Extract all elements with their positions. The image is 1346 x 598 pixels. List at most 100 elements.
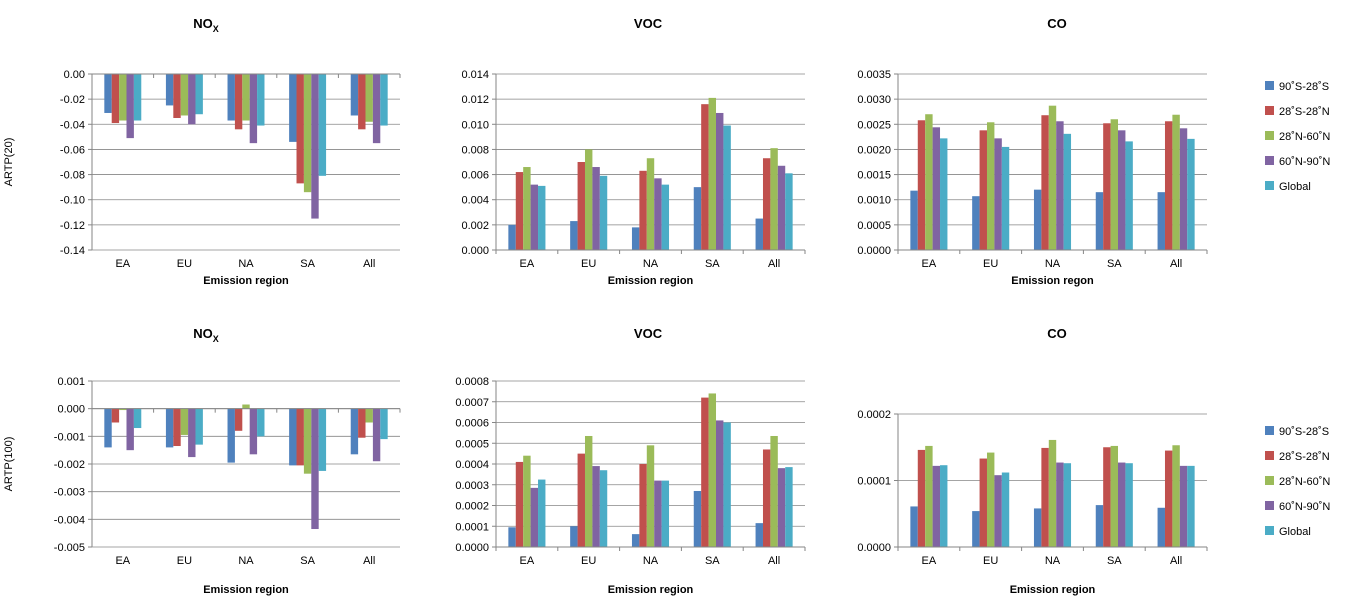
y-tick-label: 0.0015 [857, 170, 891, 182]
bar [1033, 189, 1042, 250]
bar [770, 148, 778, 250]
y-tick-label: 0.000 [461, 245, 489, 257]
bar [257, 408, 265, 437]
y-tick-label: -0.10 [60, 195, 85, 207]
bar [1063, 463, 1072, 547]
bar [708, 97, 717, 250]
bar [180, 74, 189, 116]
bar [311, 74, 319, 219]
bar [1179, 128, 1188, 250]
bar [296, 74, 304, 184]
bar [693, 187, 702, 250]
bar [165, 74, 174, 106]
x-axis-label: Emission region [608, 275, 694, 287]
bar [762, 449, 771, 547]
x-tick-label: SA [705, 555, 720, 567]
legend-label: 60˚N-90˚N [1279, 501, 1330, 513]
y-tick-label: -0.08 [60, 170, 85, 182]
bar [940, 465, 948, 547]
bar [577, 453, 585, 547]
x-tick-label: NA [238, 555, 254, 567]
chart-panel: CO 0.0000 0.0005 0.0010 0.0015 0.0020 0.0025 0.… [857, 16, 1208, 287]
legend-label: Global [1279, 526, 1311, 538]
legend-swatch [1265, 131, 1274, 140]
legend-swatch [1265, 476, 1274, 485]
bar [1103, 123, 1111, 250]
legend-label: 28˚S-28˚N [1279, 106, 1330, 118]
y-tick-label: 0.0006 [455, 418, 489, 430]
legend-swatch [1265, 156, 1274, 165]
x-tick-label: All [363, 258, 375, 270]
bar [530, 184, 539, 250]
bar [1063, 133, 1072, 250]
bar [227, 408, 235, 463]
y-tick-label: 0.0030 [857, 94, 891, 106]
bar [515, 461, 524, 547]
bar [1179, 465, 1188, 547]
bar [917, 449, 926, 547]
bar [104, 74, 112, 113]
legend-swatch [1265, 526, 1274, 535]
bar [584, 435, 593, 547]
legend-label: 90˚S-28˚S [1279, 81, 1329, 93]
bar [661, 184, 670, 250]
y-tick-label: 0.001 [57, 376, 85, 388]
bar [723, 125, 731, 250]
bar [242, 74, 250, 121]
bar [701, 397, 709, 547]
bar [777, 165, 786, 250]
y-tick-label: 0.0020 [857, 144, 891, 156]
bar [1164, 450, 1173, 547]
x-tick-label: NA [1045, 258, 1061, 270]
bar [925, 114, 933, 250]
bar [972, 196, 980, 250]
chart-title-main: NO [193, 16, 213, 31]
bar [1095, 505, 1104, 547]
y-tick-label: 0.010 [461, 119, 489, 131]
y-tick-label: 0.0008 [455, 376, 489, 388]
x-tick-label: EA [115, 258, 130, 270]
bar [523, 455, 531, 547]
bar [318, 74, 327, 176]
bar [986, 452, 995, 547]
chart-title: NOX [193, 16, 219, 34]
bar [723, 422, 731, 547]
y-tick-label: 0.0002 [857, 409, 891, 421]
x-tick-label: EU [177, 258, 192, 270]
y-tick-label: -0.002 [54, 459, 85, 471]
bar [318, 408, 327, 471]
bar [979, 130, 987, 250]
bar [365, 74, 373, 122]
x-tick-label: EU [983, 258, 998, 270]
bar [1048, 105, 1057, 251]
x-axis-label: Emission region [608, 584, 694, 596]
bar [289, 408, 297, 466]
x-tick-label: SA [1107, 555, 1122, 567]
bar [1164, 121, 1173, 250]
legend: 90˚S-28˚S 28˚S-28˚N 28˚N-60˚N 60˚N-90˚N Glob… [1265, 426, 1330, 538]
y-tick-label: -0.06 [60, 144, 85, 156]
bar [940, 138, 948, 250]
x-tick-label: EU [581, 258, 596, 270]
y-tick-label: 0.0000 [857, 245, 891, 257]
bar [180, 408, 189, 435]
bar [661, 480, 670, 547]
bar [508, 224, 516, 250]
bar [986, 122, 995, 250]
chart-title-subscript: X [213, 334, 219, 344]
x-axis-label: Emission region [203, 584, 289, 596]
y-tick-label: -0.12 [60, 220, 85, 232]
x-tick-label: EA [922, 555, 937, 567]
y-tick-label: 0.004 [461, 195, 489, 207]
bar [1125, 141, 1133, 250]
bar [979, 458, 987, 547]
x-tick-label: SA [300, 555, 315, 567]
bar [654, 178, 662, 250]
bar [350, 408, 359, 455]
x-tick-label: NA [238, 258, 254, 270]
legend-swatch [1265, 451, 1274, 460]
bar [1157, 507, 1165, 547]
bar [1001, 472, 1010, 547]
bar [1103, 447, 1111, 547]
